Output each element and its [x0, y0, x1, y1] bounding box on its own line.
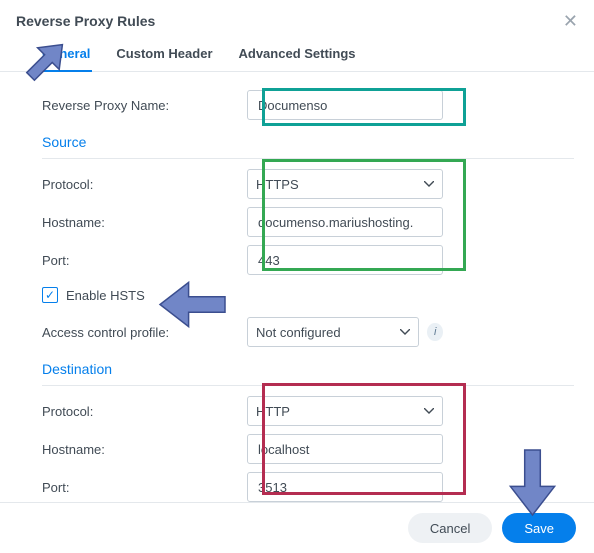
close-icon[interactable]: ✕: [563, 12, 578, 30]
access-control-profile-label: Access control profile:: [42, 325, 247, 340]
tabs: General Custom Header Advanced Settings: [0, 36, 594, 72]
save-button[interactable]: Save: [502, 513, 576, 543]
tab-custom-header[interactable]: Custom Header: [116, 46, 212, 71]
tab-general[interactable]: General: [42, 46, 90, 71]
dest-protocol-value: HTTP: [256, 404, 290, 419]
dest-protocol-select[interactable]: HTTP: [247, 396, 443, 426]
source-protocol-value: HTTPS: [256, 177, 299, 192]
destination-section-title: Destination: [42, 361, 574, 377]
dest-hostname-input[interactable]: [247, 434, 443, 464]
source-section-title: Source: [42, 134, 574, 150]
source-protocol-label: Protocol:: [42, 177, 247, 192]
access-control-profile-select[interactable]: Not configured: [247, 317, 419, 347]
dest-hostname-value[interactable]: [256, 441, 434, 458]
source-port-label: Port:: [42, 253, 247, 268]
source-hostname-label: Hostname:: [42, 215, 247, 230]
dest-protocol-label: Protocol:: [42, 404, 247, 419]
chevron-down-icon: [400, 329, 410, 335]
enable-hsts-checkbox[interactable]: ✓: [42, 287, 58, 303]
access-control-profile-value: Not configured: [256, 325, 341, 340]
dest-hostname-label: Hostname:: [42, 442, 247, 457]
dest-port-input[interactable]: [247, 472, 443, 502]
source-hostname-value[interactable]: [256, 214, 434, 231]
dest-port-label: Port:: [42, 480, 247, 495]
info-icon[interactable]: i: [427, 323, 443, 341]
source-port-input[interactable]: [247, 245, 443, 275]
dialog-title: Reverse Proxy Rules: [16, 13, 155, 29]
cancel-button[interactable]: Cancel: [408, 513, 492, 543]
source-hostname-input[interactable]: [247, 207, 443, 237]
dest-port-value[interactable]: [256, 479, 434, 496]
chevron-down-icon: [424, 181, 434, 187]
chevron-down-icon: [424, 408, 434, 414]
reverse-proxy-name-value[interactable]: [256, 97, 434, 114]
enable-hsts-label: Enable HSTS: [66, 288, 145, 303]
reverse-proxy-name-label: Reverse Proxy Name:: [42, 98, 247, 113]
source-port-value[interactable]: [256, 252, 434, 269]
tab-advanced-settings[interactable]: Advanced Settings: [239, 46, 356, 71]
reverse-proxy-name-input[interactable]: [247, 90, 443, 120]
source-protocol-select[interactable]: HTTPS: [247, 169, 443, 199]
